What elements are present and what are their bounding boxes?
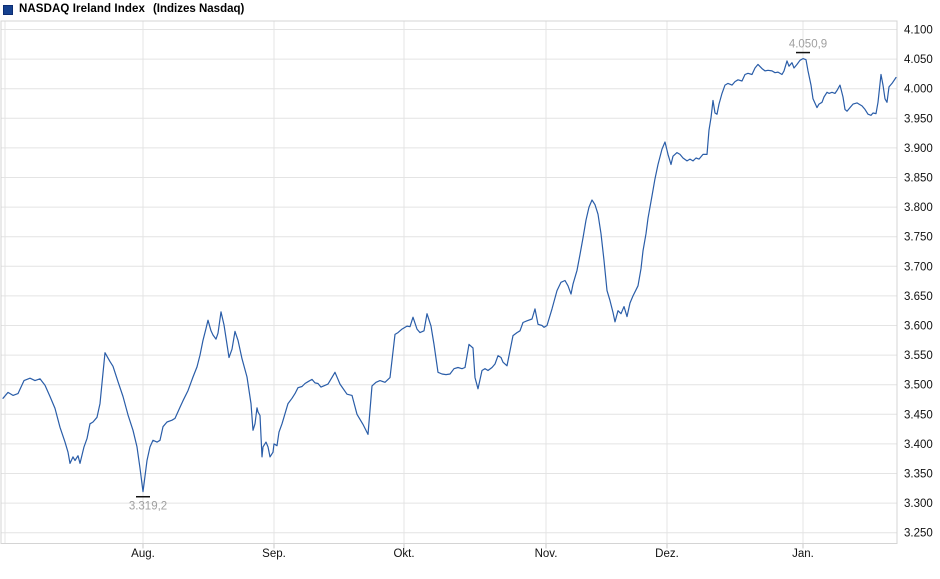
x-axis-label: Dez. <box>655 548 679 560</box>
x-axis-label: Nov. <box>535 548 558 560</box>
y-axis-label: 4.050 <box>904 54 933 66</box>
y-axis-label: 3.750 <box>904 232 933 244</box>
chart-subtitle: (Indizes Nasdaq) <box>152 3 245 15</box>
plot-frame <box>0 20 898 544</box>
y-axis-label: 3.250 <box>904 528 933 540</box>
y-axis-label: 3.800 <box>904 202 933 214</box>
y-axis-label: 3.550 <box>904 350 933 362</box>
y-axis-label: 3.300 <box>904 498 933 510</box>
y-axis-label: 3.650 <box>904 291 933 303</box>
y-axis-label: 3.400 <box>904 439 933 451</box>
y-axis-label: 4.100 <box>904 25 933 37</box>
y-axis-label: 3.350 <box>904 469 933 481</box>
y-axis-label: 3.500 <box>904 380 933 392</box>
chart-title-bar: NASDAQ Ireland Index (Indizes Nasdaq) <box>0 0 940 18</box>
series-color-swatch-icon <box>3 4 13 15</box>
y-axis-label: 3.950 <box>904 113 933 125</box>
y-axis-label: 3.900 <box>904 143 933 155</box>
price-line <box>2 58 897 493</box>
y-axis-label: 3.700 <box>904 261 933 273</box>
high-label: 4.050,9 <box>789 39 827 51</box>
y-axis-label: 3.450 <box>904 409 933 421</box>
x-axis-label: Sep. <box>262 548 286 560</box>
x-axis-label: Aug. <box>131 548 155 560</box>
low-label: 3.319,2 <box>129 501 167 513</box>
y-axis-label: 3.600 <box>904 321 933 333</box>
x-axis-label: Okt. <box>393 548 414 560</box>
x-axis-label: Jan. <box>792 548 814 560</box>
y-axis-label: 3.850 <box>904 173 933 185</box>
chart-title: NASDAQ Ireland Index <box>19 3 145 15</box>
y-axis-label: 4.000 <box>904 84 933 96</box>
